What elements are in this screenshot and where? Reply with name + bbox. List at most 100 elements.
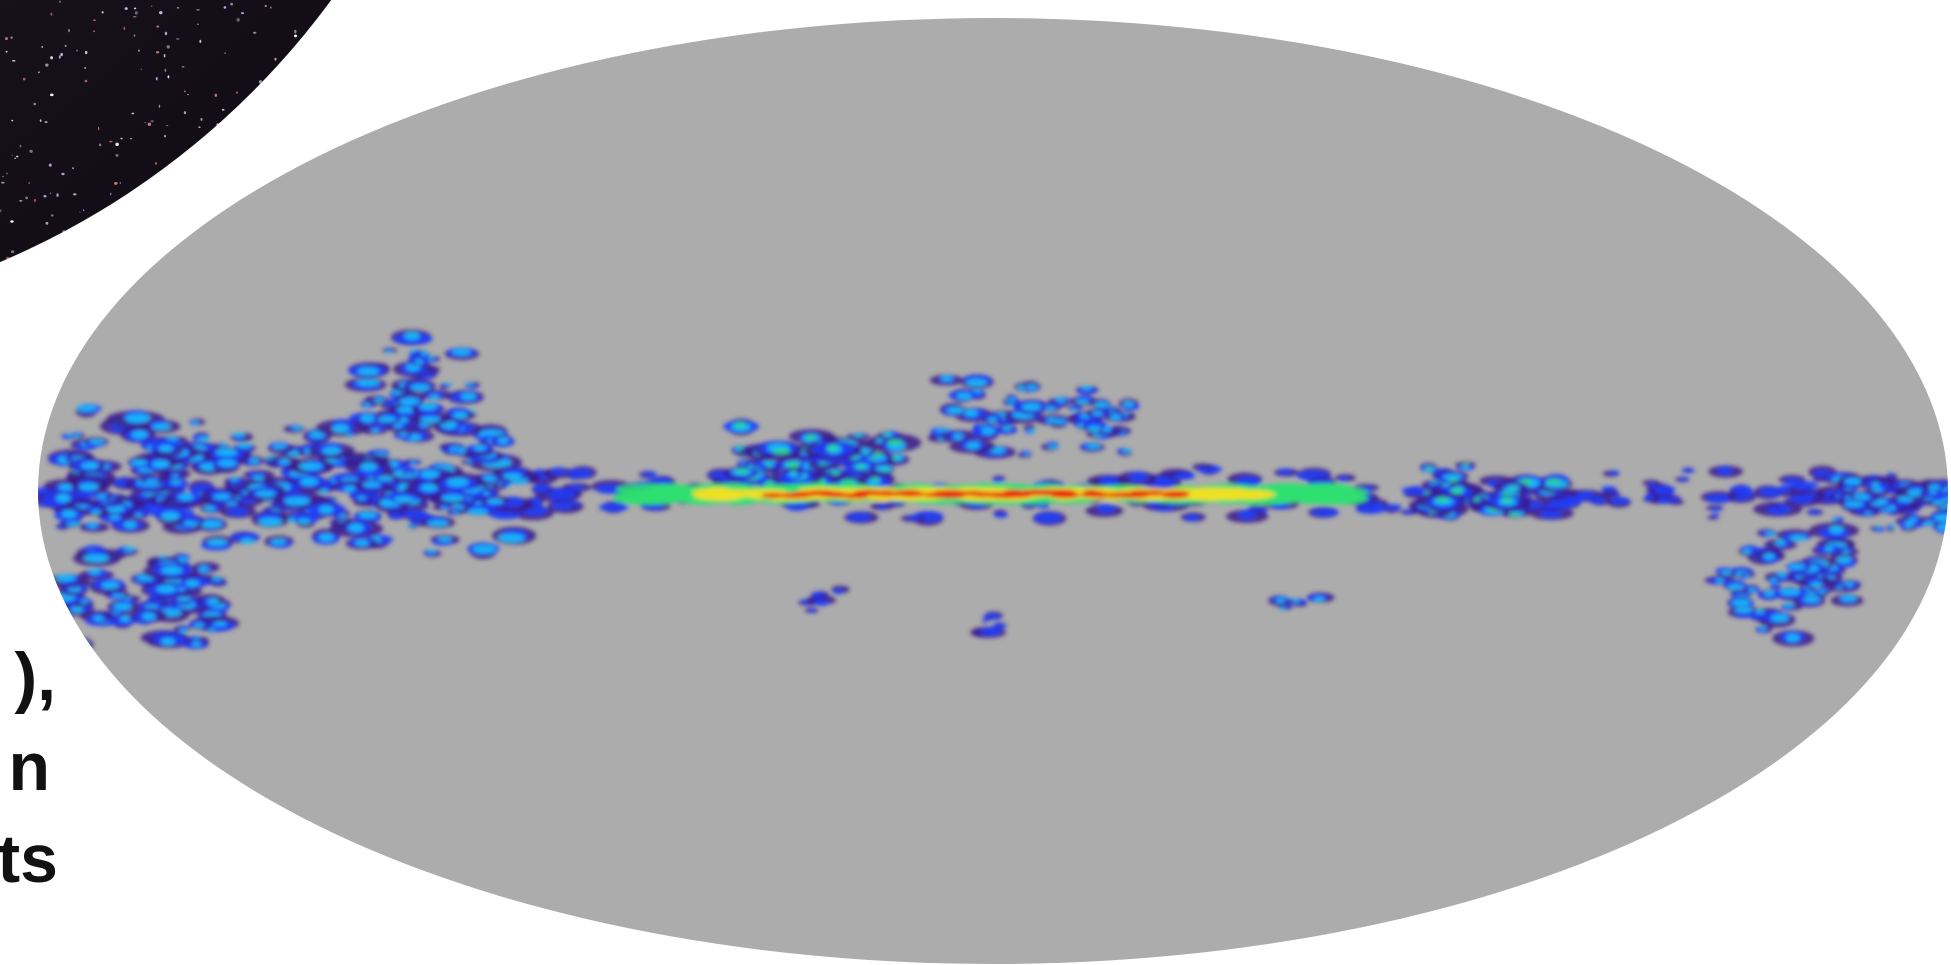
emission-core [1105,492,1131,497]
emission-blob [55,636,93,652]
emission-blob [255,490,275,496]
star [133,16,136,17]
emission-blob [863,452,868,455]
emission-blob [420,423,429,427]
emission-blob [218,459,236,466]
star [274,58,276,61]
star [12,60,16,62]
star [224,52,225,54]
emission-core [780,493,798,498]
emission-blob [377,476,393,481]
emission-blob [1436,497,1450,502]
star [245,154,246,157]
star [102,11,104,13]
star [59,1,61,3]
star [80,277,82,279]
emission-blob [411,461,416,464]
emission-blob [273,444,287,449]
emission-blob [1339,476,1349,482]
emission-blob [1789,495,1814,503]
emission-blob [1129,471,1149,482]
emission-blob [1278,469,1293,475]
emission-blob [109,515,120,520]
star [79,211,80,212]
emission-blob [408,525,416,528]
emission-core [698,493,745,501]
emission-blob [172,475,178,478]
emission-blob [1832,519,1838,522]
star [371,71,374,73]
emission-blob [966,442,980,449]
star [244,194,246,196]
star [45,222,48,225]
emission-blob [80,600,88,603]
emission-blob [1811,582,1823,588]
emission-blob [871,477,881,481]
emission-blob [953,434,963,440]
emission-blob [1082,385,1092,389]
star [282,127,284,130]
star [187,160,188,162]
star [326,67,329,69]
emission-blob [194,623,204,628]
emission-blob [1888,526,1895,528]
star [115,154,118,157]
emission-blob [207,539,227,546]
emission-blob [1871,482,1880,487]
emission-blob [474,502,482,505]
star [222,109,225,111]
emission-blob [1759,626,1766,630]
star [324,81,327,84]
star [294,30,296,34]
emission-blob [957,393,972,400]
emission-blob [1547,479,1562,484]
star [85,51,88,54]
emission-blob [1732,600,1751,607]
star [151,5,152,7]
emission-blob [114,603,132,610]
emission-blob [355,540,369,546]
emission-blob [1464,464,1469,466]
star [123,27,125,31]
emission-blob [102,582,119,589]
emission-blob [599,503,629,512]
star [4,277,5,280]
star [210,133,211,136]
star [165,181,169,184]
emission-blob [811,592,825,597]
text-line: ), [14,639,56,715]
star [6,257,10,260]
emission-blob [429,395,439,400]
emission-blob [453,412,467,419]
star [326,81,329,84]
star [339,88,342,91]
star [184,90,186,92]
star [149,207,151,210]
star [165,69,167,72]
emission-blob [253,475,264,480]
emission-blob [994,512,1008,518]
star [166,170,169,172]
emission-blob [473,545,496,553]
emission-blob [1293,599,1299,603]
emission-blob [250,458,259,463]
emission-blob [373,398,384,402]
emission-blob [1312,508,1339,516]
emission-blob [87,523,97,528]
star [253,32,256,34]
emission-blob [498,533,524,542]
star [45,121,48,123]
emission-blob [177,588,186,591]
star [11,270,14,273]
star [255,178,257,181]
emission-blob [980,627,1001,636]
emission-blob [1279,607,1285,610]
emission-blob [1034,512,1063,523]
star [117,269,120,272]
star [28,182,30,184]
star [280,157,283,159]
emission-blob [847,512,871,521]
emission-blob [360,463,377,472]
star [10,36,12,38]
star [98,127,99,131]
